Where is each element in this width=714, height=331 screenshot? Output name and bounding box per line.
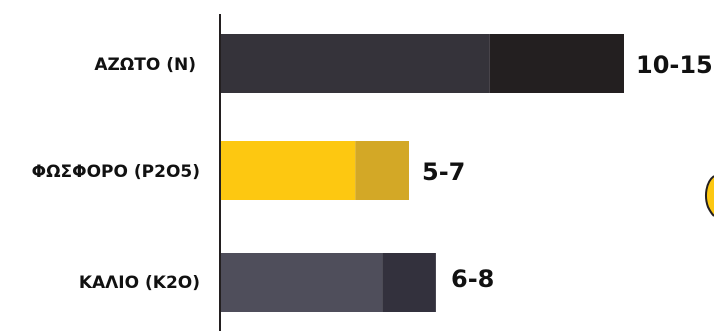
bar-phosphorus-segment-2 <box>355 141 409 200</box>
value-label-potassium: 6-8 <box>451 265 494 293</box>
decorative-arc-shape <box>705 175 714 217</box>
category-label-phosphorus: ΦΩΣΦΟΡΟ (P2O5) <box>32 162 200 182</box>
bar-nitrogen-segment-2 <box>489 34 624 93</box>
category-label-nitrogen: ΑΖΩΤΟ (N) <box>94 55 196 75</box>
bar-potassium-segment-1 <box>221 253 383 312</box>
category-label-potassium: ΚΑΛΙΟ (K2O) <box>79 273 200 293</box>
bar-nitrogen-segment-1 <box>221 34 490 93</box>
value-label-nitrogen: 10-15 <box>636 51 713 79</box>
bar-phosphorus-segment-1 <box>221 141 356 200</box>
bar-potassium-segment-2 <box>382 253 436 312</box>
value-label-phosphorus: 5-7 <box>422 158 465 186</box>
bars-group <box>221 34 624 312</box>
